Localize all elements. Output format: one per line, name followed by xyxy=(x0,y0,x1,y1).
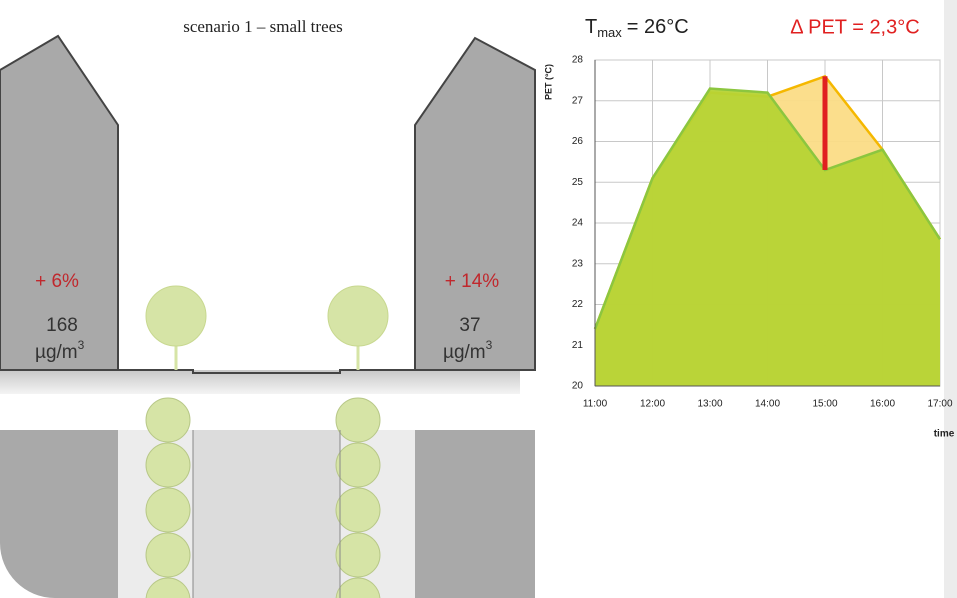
y-tick-label: 27 xyxy=(572,95,584,106)
x-tick-label: 12:00 xyxy=(640,399,665,410)
x-tick-label: 13:00 xyxy=(697,399,722,410)
y-tick-label: 22 xyxy=(572,299,584,310)
y-tick-label: 20 xyxy=(572,381,584,392)
unit-label: µg/m3 xyxy=(35,338,85,363)
y-tick-label: 25 xyxy=(572,177,584,188)
y-tick-label: 24 xyxy=(572,218,584,229)
y-tick-label: 28 xyxy=(572,55,584,66)
street xyxy=(118,369,415,374)
x-axis-label: time xyxy=(934,429,955,440)
tree-plan xyxy=(145,397,381,598)
diagram-title: scenario 1 – small trees xyxy=(183,17,343,36)
change-label: + 6% xyxy=(35,271,79,292)
plot: 20 21 22 23 24 25 26 27 28 11:00 12:00 13:00 14:00 15… xyxy=(572,55,953,410)
annotation: Δ PET = 2,3°C xyxy=(790,16,919,38)
value-label: 37 xyxy=(459,315,480,336)
plan-building xyxy=(0,430,118,598)
x-tick-label: 17:00 xyxy=(927,399,952,410)
right-building xyxy=(414,36,536,371)
left-building xyxy=(0,34,119,371)
y-tick-label: 21 xyxy=(572,340,584,351)
line xyxy=(593,87,942,330)
value-label: 168 xyxy=(46,315,78,336)
y-tick-label: 26 xyxy=(572,136,584,147)
y-axis-label: PET (°C) xyxy=(543,64,553,100)
tree-section xyxy=(145,285,389,370)
x-tick-label: 16:00 xyxy=(870,399,895,410)
street-diagram xyxy=(0,34,536,598)
x-tick-label: 15:00 xyxy=(812,399,837,410)
y-tick-label: 23 xyxy=(572,258,584,269)
plan-building xyxy=(415,430,535,598)
area xyxy=(595,88,940,387)
change-label: + 14% xyxy=(445,271,500,292)
unit-label: µg/m3 xyxy=(443,338,493,363)
edge-strip xyxy=(944,0,957,598)
x-tick-label: 11:00 xyxy=(583,399,608,410)
chart-title: Tmax = 26°C xyxy=(585,16,689,40)
x-tick-label: 14:00 xyxy=(755,399,780,410)
